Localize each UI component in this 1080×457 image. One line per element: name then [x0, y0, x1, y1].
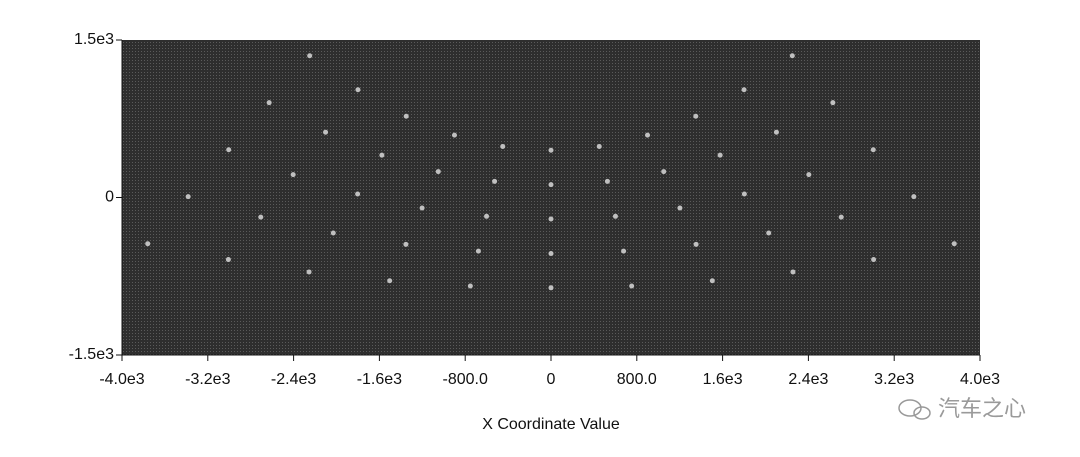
point	[871, 257, 877, 263]
point	[185, 194, 191, 200]
x-tick-label: 4.0e3	[960, 371, 1000, 388]
point	[773, 129, 779, 135]
point	[323, 129, 329, 135]
x-tick-label: -2.4e3	[271, 371, 316, 388]
point	[379, 152, 385, 158]
x-tick-label: 0	[547, 371, 556, 388]
point	[403, 113, 409, 119]
point	[790, 269, 796, 275]
point	[387, 278, 393, 284]
point	[548, 250, 554, 256]
point	[548, 285, 554, 291]
x-tick-label: 2.4e3	[788, 371, 828, 388]
point	[645, 132, 651, 138]
y-tick-label: 1.5e3	[74, 31, 114, 48]
y-tick-label: -1.5e3	[69, 346, 114, 363]
point	[677, 205, 683, 211]
x-tick-label: -1.6e3	[357, 371, 402, 388]
point	[693, 113, 699, 119]
point	[766, 230, 772, 236]
point	[741, 191, 747, 197]
x-tick-label: -800.0	[443, 371, 488, 388]
x-axis-label: X Coordinate Value	[482, 416, 620, 433]
point	[830, 100, 836, 106]
point	[741, 87, 747, 93]
point	[266, 100, 272, 106]
point	[629, 283, 635, 289]
point	[612, 213, 618, 219]
point	[225, 257, 231, 263]
point	[484, 213, 490, 219]
point	[789, 53, 795, 59]
point	[661, 169, 667, 175]
point	[290, 172, 296, 178]
point	[870, 147, 876, 153]
point	[435, 169, 441, 175]
x-tick-label: -4.0e3	[99, 371, 144, 388]
point	[145, 241, 151, 247]
point	[951, 241, 957, 247]
point	[330, 230, 336, 236]
point	[717, 152, 723, 158]
point	[355, 87, 361, 93]
point	[548, 182, 554, 188]
point	[693, 241, 699, 247]
point	[306, 269, 312, 275]
point	[548, 216, 554, 222]
point	[307, 53, 313, 59]
point	[621, 248, 627, 254]
point	[709, 278, 715, 284]
point	[467, 283, 473, 289]
point	[911, 194, 917, 200]
x-tick-label: -3.2e3	[185, 371, 230, 388]
point	[451, 132, 457, 138]
watermark-text: 汽车之心	[938, 396, 1026, 421]
x-tick-label: 1.6e3	[703, 371, 743, 388]
point	[492, 178, 498, 184]
point	[548, 147, 554, 153]
watermark: 汽车之心	[898, 396, 1026, 421]
point	[838, 214, 844, 220]
x-tick-label: 3.2e3	[874, 371, 914, 388]
plot-area	[122, 40, 980, 355]
point	[403, 241, 409, 247]
point	[806, 172, 812, 178]
point	[604, 178, 610, 184]
point	[475, 248, 481, 254]
point	[226, 147, 232, 153]
point	[419, 205, 425, 211]
point	[596, 143, 602, 149]
y-tick-label: 0	[105, 189, 114, 206]
point	[258, 214, 264, 220]
point	[355, 191, 361, 197]
x-tick-label: 800.0	[617, 371, 657, 388]
point	[500, 143, 506, 149]
